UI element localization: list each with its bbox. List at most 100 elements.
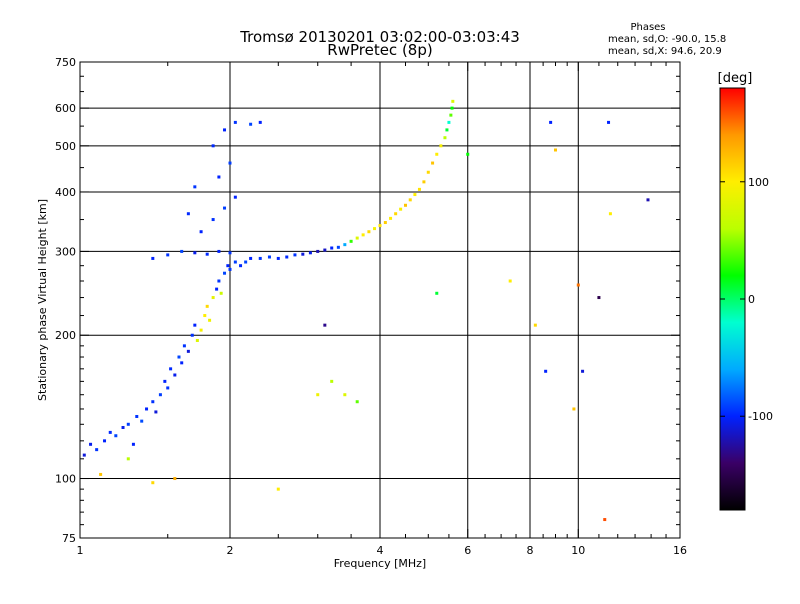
data-point bbox=[126, 457, 130, 461]
data-point bbox=[228, 161, 232, 165]
data-point bbox=[355, 236, 359, 240]
data-point bbox=[389, 216, 393, 220]
data-point bbox=[89, 442, 93, 446]
data-point bbox=[233, 120, 237, 124]
x-tick-label: 10 bbox=[571, 544, 585, 557]
data-point bbox=[549, 120, 553, 124]
data-point bbox=[166, 386, 170, 390]
data-point bbox=[408, 198, 412, 202]
phases-info-line-o: mean, sd,O: -90.0, 15.8 bbox=[608, 34, 726, 45]
x-tick-label: 8 bbox=[527, 544, 534, 557]
data-point bbox=[180, 361, 184, 365]
x-tick-label: 4 bbox=[377, 544, 384, 557]
data-point bbox=[223, 206, 227, 210]
data-point bbox=[140, 419, 144, 423]
x-tick-label: 1 bbox=[77, 544, 84, 557]
phases-info-title: Phases bbox=[630, 22, 665, 33]
data-point bbox=[186, 212, 190, 216]
data-point bbox=[211, 296, 215, 300]
data-point bbox=[193, 185, 197, 189]
data-point bbox=[383, 221, 387, 225]
data-point bbox=[285, 255, 289, 259]
data-point bbox=[173, 477, 177, 481]
data-point bbox=[166, 253, 170, 257]
data-point bbox=[422, 180, 426, 184]
data-point bbox=[576, 283, 580, 287]
data-point bbox=[233, 260, 237, 264]
data-point bbox=[258, 120, 262, 124]
data-point bbox=[355, 400, 359, 404]
data-point bbox=[135, 414, 139, 418]
data-point bbox=[267, 255, 271, 259]
data-point bbox=[103, 439, 107, 443]
data-point bbox=[603, 518, 607, 522]
data-points bbox=[82, 99, 650, 522]
data-point bbox=[445, 128, 449, 132]
data-point bbox=[343, 243, 347, 247]
chart-subtitle: RwPretec (8p) bbox=[327, 41, 432, 59]
data-point bbox=[239, 264, 243, 268]
data-point bbox=[211, 218, 215, 222]
data-point bbox=[373, 227, 377, 231]
data-point bbox=[258, 256, 262, 260]
data-point bbox=[169, 367, 173, 371]
data-point bbox=[544, 369, 548, 373]
colorbar: [deg] 100 0 -100 bbox=[718, 71, 773, 511]
data-point bbox=[199, 230, 203, 234]
data-point bbox=[163, 379, 167, 383]
data-point bbox=[249, 256, 253, 260]
data-point bbox=[597, 296, 601, 300]
data-point bbox=[447, 120, 451, 124]
data-point bbox=[293, 253, 297, 257]
grid-lines bbox=[80, 62, 680, 538]
y-tick-label: 400 bbox=[55, 186, 76, 199]
chart-title: Tromsø 20130201 03:02:00-03:03:43 bbox=[239, 28, 520, 46]
data-point bbox=[449, 113, 453, 117]
y-axis-label: Stationary phase Virtual Height [km] bbox=[36, 199, 49, 401]
data-point bbox=[193, 251, 197, 255]
y-tick-label: 75 bbox=[62, 532, 76, 545]
data-point bbox=[151, 400, 155, 404]
data-point bbox=[226, 264, 230, 268]
data-point bbox=[301, 252, 305, 256]
data-point bbox=[330, 246, 334, 250]
data-point bbox=[435, 291, 439, 295]
y-tick-label: 100 bbox=[55, 473, 76, 486]
data-point bbox=[217, 279, 221, 283]
data-point bbox=[417, 187, 421, 191]
x-tick-label: 2 bbox=[227, 544, 234, 557]
data-point bbox=[217, 249, 221, 253]
data-point bbox=[466, 152, 470, 156]
data-point bbox=[607, 120, 611, 124]
data-point bbox=[367, 230, 371, 234]
data-point bbox=[533, 323, 537, 327]
data-point bbox=[158, 393, 162, 397]
y-tick-label: 200 bbox=[55, 329, 76, 342]
data-point bbox=[205, 252, 209, 256]
data-point bbox=[195, 338, 199, 342]
data-point bbox=[572, 407, 576, 411]
x-tick-label: 16 bbox=[673, 544, 687, 557]
data-point bbox=[349, 239, 353, 243]
data-point bbox=[215, 287, 219, 291]
data-point bbox=[343, 393, 347, 397]
data-point bbox=[219, 291, 223, 295]
data-point bbox=[151, 481, 155, 485]
data-point bbox=[413, 193, 417, 197]
data-point bbox=[439, 144, 443, 148]
data-point bbox=[323, 323, 327, 327]
data-point bbox=[190, 333, 194, 337]
data-point bbox=[323, 248, 327, 252]
data-point bbox=[199, 328, 203, 332]
y-tick-label: 300 bbox=[55, 245, 76, 258]
data-point bbox=[151, 256, 155, 260]
data-point bbox=[426, 170, 430, 174]
data-point bbox=[378, 224, 382, 228]
data-point bbox=[244, 260, 248, 264]
x-tick-label: 6 bbox=[464, 544, 471, 557]
data-point bbox=[211, 144, 215, 148]
data-point bbox=[193, 323, 197, 327]
data-point bbox=[205, 304, 209, 308]
y-tick-label: 600 bbox=[55, 102, 76, 115]
